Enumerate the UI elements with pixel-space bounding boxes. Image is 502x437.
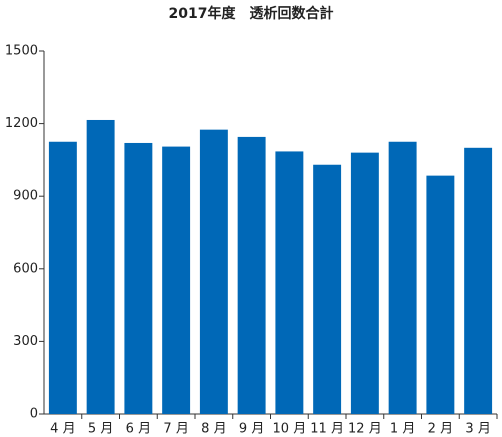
y-tick-label: 900 [13,189,38,204]
bar [350,152,379,414]
bar [426,175,455,414]
y-tick-label: 600 [13,261,38,276]
x-tick-label: 10 月 [273,422,307,437]
bar [162,146,191,414]
bar [464,147,493,415]
x-tick-label: 3 月 [465,422,490,437]
chart-title: 2017年度 透析回数合計 [169,5,334,22]
bar [388,141,417,414]
y-tick-label: 1500 [5,44,38,59]
y-tick-label: 300 [13,334,38,349]
bar [275,151,304,414]
x-tick-label: 2 月 [428,422,453,437]
bar [237,136,266,414]
x-tick-label: 4 月 [50,422,75,437]
bar [313,164,342,414]
bar [48,141,77,414]
x-tick-label: 9 月 [239,422,264,437]
bar [124,142,153,414]
x-tick-label: 6 月 [126,422,151,437]
x-tick-label: 1 月 [390,422,415,437]
x-tick-label: 11 月 [310,422,344,437]
y-tick-label: 1200 [5,116,38,131]
bar [199,129,228,414]
x-tick-label: 5 月 [88,422,113,437]
y-tick-label: 0 [30,407,38,422]
x-tick-label: 8 月 [201,422,226,437]
x-tick-label: 7 月 [163,422,188,437]
bar [86,119,115,414]
x-tick-label: 12 月 [348,422,382,437]
